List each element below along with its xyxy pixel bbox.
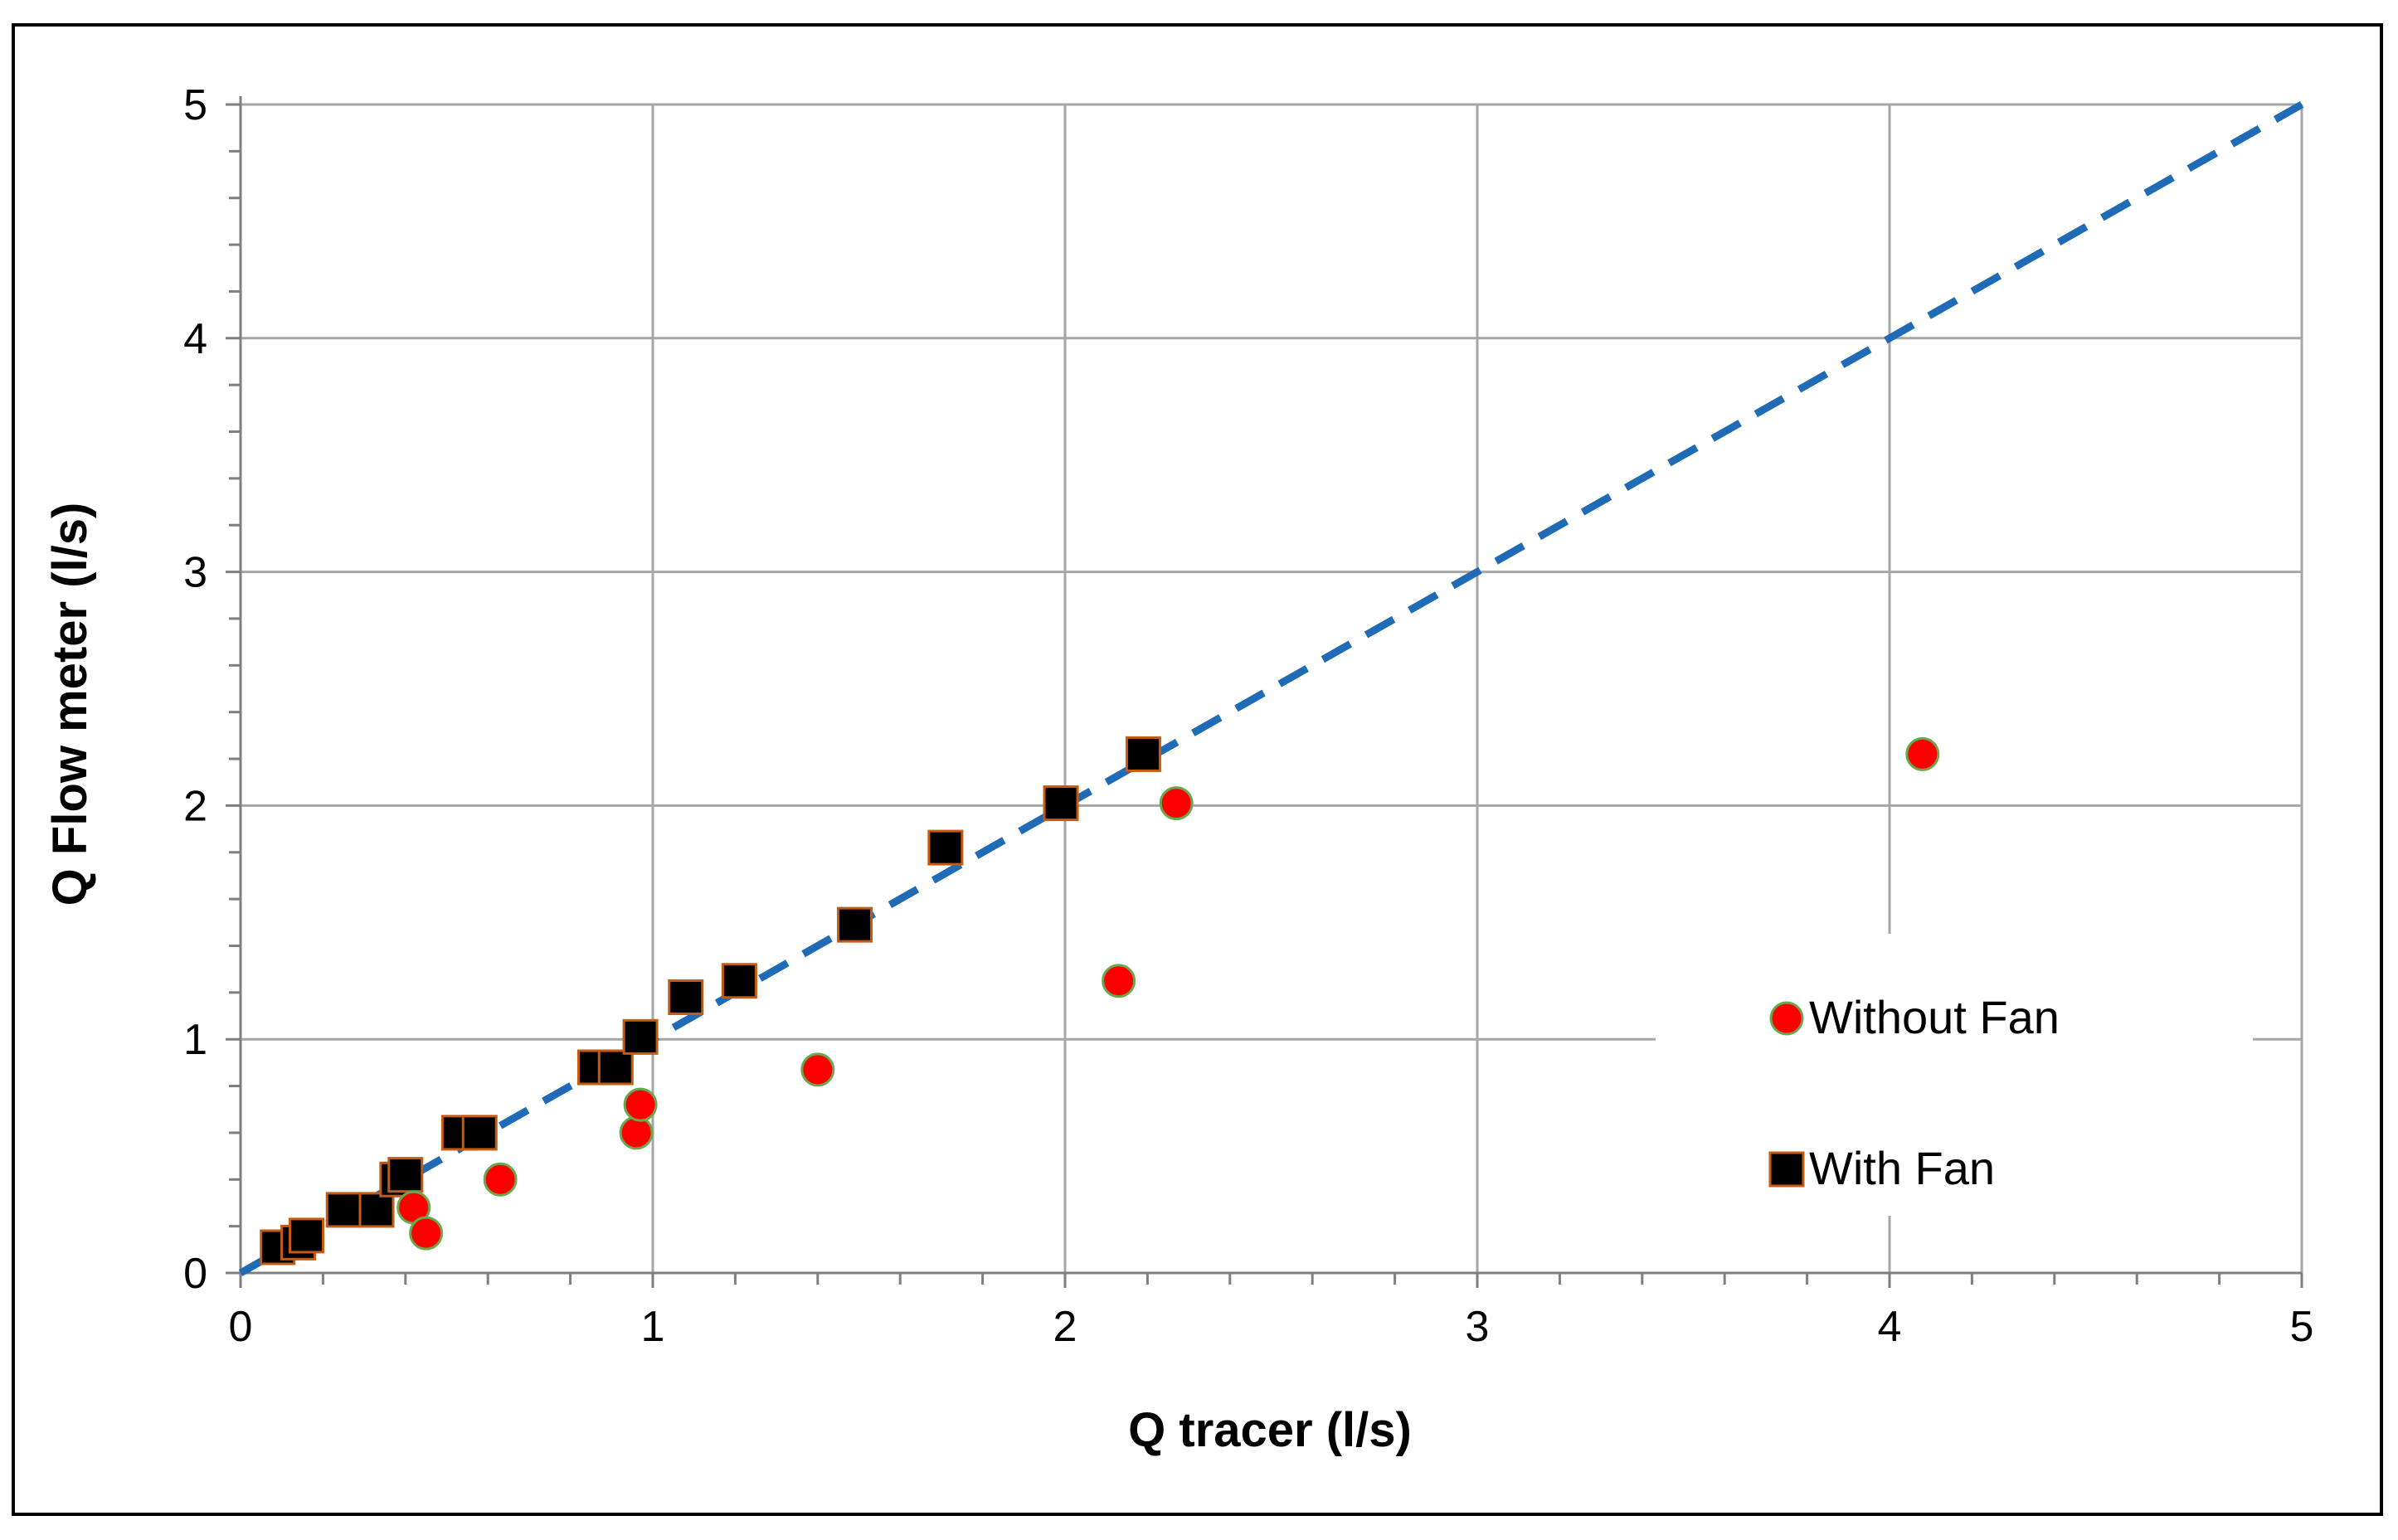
axis-ticks [226,103,2303,1288]
data-point-with-fan [837,906,873,943]
y-tick-label: 1 [183,1016,207,1064]
data-point-with-fan [597,1049,634,1086]
data-point-with-fan [927,829,964,866]
legend-background [1656,934,2253,1216]
data-point-with-fan [387,1157,424,1193]
legend-label-with-fan: With Fan [1809,1142,1995,1194]
data-point-with-fan [289,1217,325,1254]
data-point-with-fan [1125,736,1161,772]
chart-frame: 0 1 2 3 4 5 0 1 2 3 4 5 Without Fan With Fan Q trac… [12,23,2383,1516]
x-tick-label: 3 [1466,1303,1490,1351]
legend: Without Fan With Fan [1656,934,2253,1216]
x-tick-label: 0 [229,1303,253,1351]
tick-labels: 0 1 2 3 4 5 0 1 2 3 4 5 [183,81,2313,1351]
data-point-without-fan [1159,786,1194,821]
data-point-without-fan [1905,736,1940,771]
legend-marker-without-fan [1769,1001,1804,1036]
data-point-with-fan [461,1115,498,1151]
data-point-with-fan [668,979,704,1015]
grid [241,103,2303,1273]
y-tick-label: 5 [183,81,207,129]
data-point-with-fan [325,1192,362,1228]
y-tick-label: 4 [183,315,207,363]
legend-label-without-fan: Without Fan [1809,991,2060,1043]
legend-circle-marker [1769,1001,1804,1036]
y-tick-label: 2 [183,782,207,830]
legend-square-marker [1768,1151,1805,1188]
data-point-with-fan [358,1192,395,1228]
legend-marker-with-fan [1768,1151,1805,1188]
data-point-with-fan [721,963,757,999]
data-point-without-fan [800,1052,835,1087]
x-tick-label: 5 [2290,1303,2314,1351]
scatter-chart: 0 1 2 3 4 5 0 1 2 3 4 5 Without Fan With Fan Q trac… [43,81,2313,1457]
data-point-without-fan [1102,964,1136,998]
data-points [260,736,1940,1266]
data-point-with-fan [1043,785,1079,822]
axes [239,96,2302,1275]
data-point-without-fan [409,1216,444,1251]
x-tick-label: 4 [1878,1303,1902,1351]
data-point-without-fan [619,1115,654,1150]
x-tick-label: 1 [641,1303,665,1351]
y-tick-label: 0 [183,1250,207,1298]
x-tick-label: 2 [1053,1303,1077,1351]
y-tick-label: 3 [183,549,207,597]
data-point-without-fan [623,1087,658,1122]
y-axis-title: Q Flow meter (l/s) [43,503,97,906]
data-point-with-fan [622,1018,659,1055]
x-axis-title: Q tracer (l/s) [1128,1403,1412,1457]
data-point-without-fan [483,1162,518,1197]
